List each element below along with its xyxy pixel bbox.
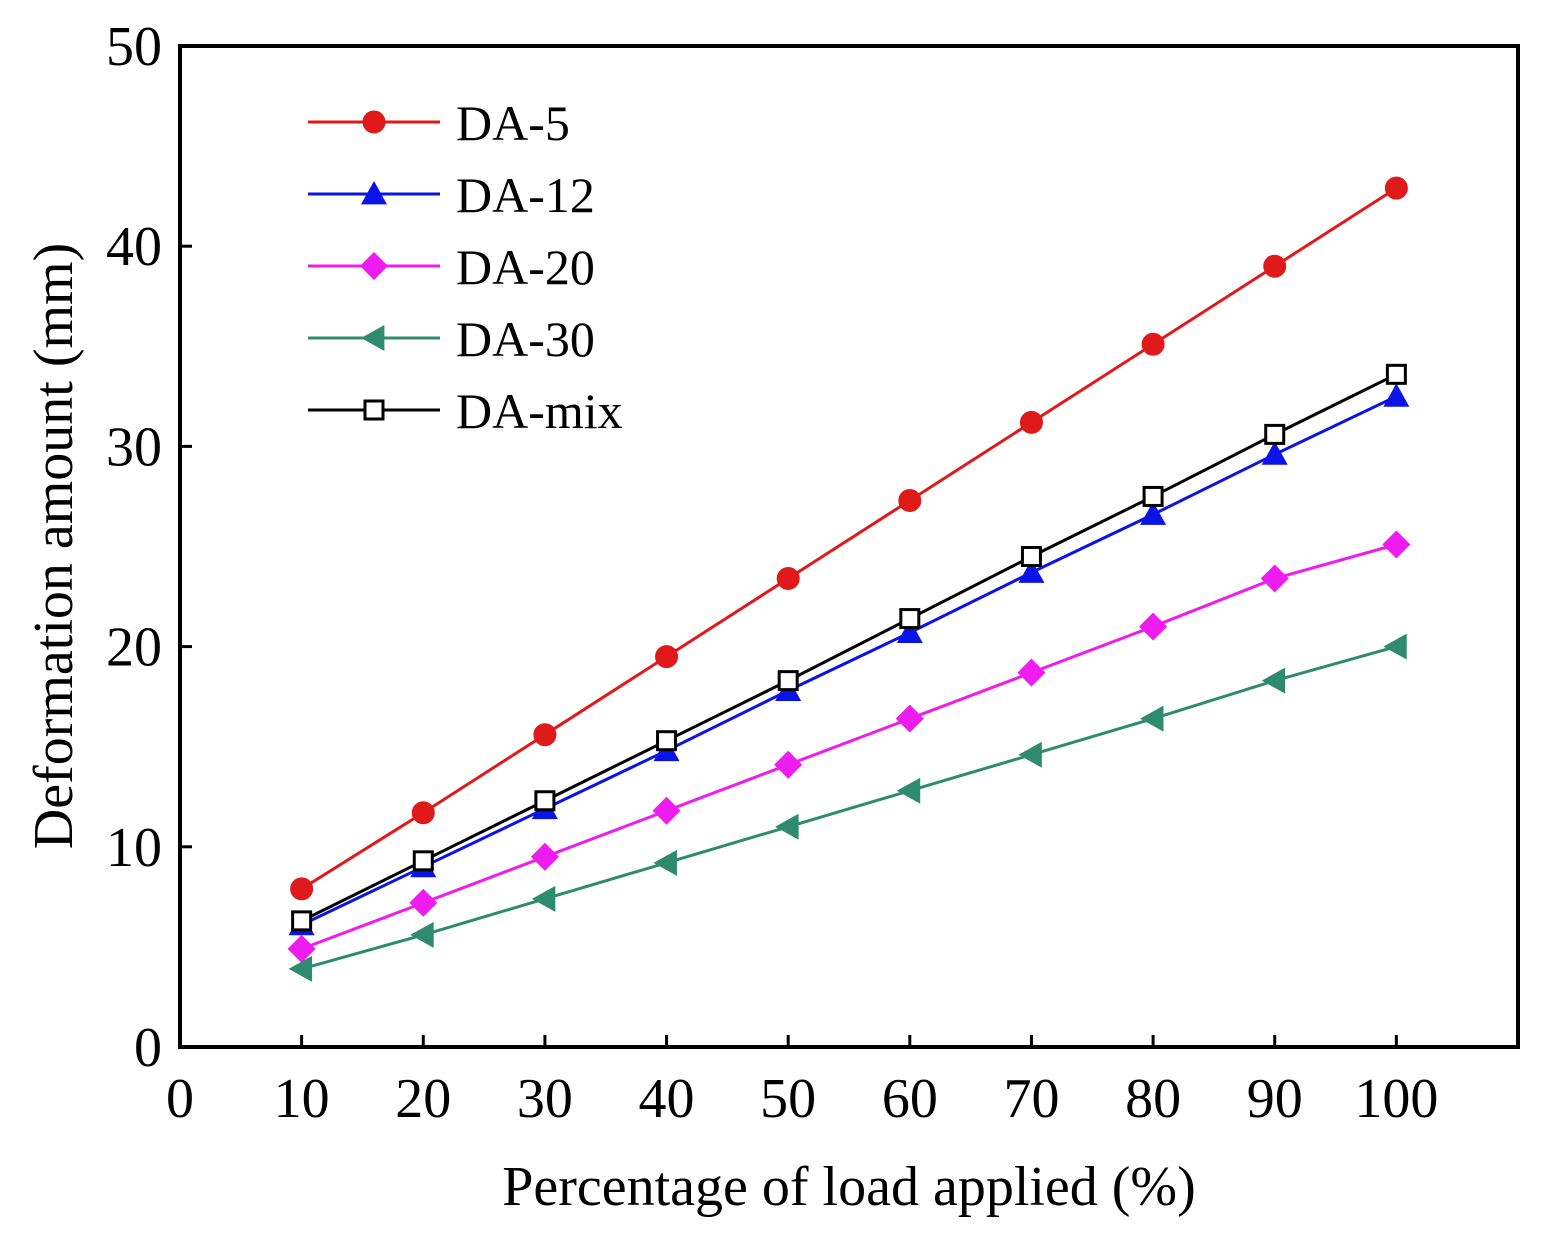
data-point-da-30 <box>653 849 677 876</box>
series-da-5 <box>290 176 1408 901</box>
data-point-da-12 <box>1261 441 1288 465</box>
plot-area-frame <box>178 44 1520 1049</box>
data-point-da-5 <box>533 723 557 747</box>
data-point-da-mix <box>1020 546 1042 568</box>
x-tick-label: 40 <box>639 1068 695 1130</box>
series-line-da-20 <box>301 543 1397 951</box>
data-point-da-20 <box>1260 564 1289 593</box>
data-point-da-20 <box>774 750 803 779</box>
legend-marker <box>360 252 388 280</box>
series-line-da-12 <box>300 394 1398 927</box>
data-point-da-20 <box>409 888 438 917</box>
series-line-da-mix <box>300 372 1398 923</box>
data-point-da-12 <box>1383 383 1410 407</box>
data-point-da-20 <box>1139 612 1168 641</box>
series-da-20 <box>287 530 1411 963</box>
legend-item-da-5: DA-5 <box>308 95 570 151</box>
data-point-da-20 <box>530 842 559 871</box>
data-point-da-mix <box>777 670 799 692</box>
data-point-da-30 <box>896 777 921 804</box>
series-da-30 <box>288 633 1407 982</box>
data-point-da-20 <box>287 934 316 963</box>
y-axis-title: Deformation amount (mm) <box>23 243 85 850</box>
legend-marker <box>363 399 385 421</box>
series-da-12 <box>288 383 1410 936</box>
data-point-da-30 <box>1140 705 1164 732</box>
data-point-da-30 <box>1261 667 1286 694</box>
legend: DA-5 DA-12 DA-20 DA-30 DA-mix <box>308 95 623 439</box>
y-tick-label: 40 <box>106 216 162 278</box>
series-line-da-5 <box>300 186 1398 891</box>
x-tick-label: 10 <box>274 1068 330 1130</box>
legend-label: DA-5 <box>456 95 570 151</box>
legend-label: DA-mix <box>456 383 623 439</box>
data-point-da-mix <box>291 910 313 932</box>
x-axis-title: Percentage of load applied (%) <box>502 1156 1195 1218</box>
data-point-da-5 <box>776 567 800 591</box>
y-tick-label: 50 <box>106 16 162 78</box>
data-point-da-12 <box>896 619 923 643</box>
data-point-da-mix <box>1142 485 1164 507</box>
x-tick-label: 50 <box>760 1068 816 1130</box>
data-point-da-5 <box>1263 254 1287 278</box>
series-line-da-30 <box>301 645 1397 971</box>
data-point-da-12 <box>1140 501 1167 525</box>
x-tick-label: 70 <box>1003 1068 1059 1130</box>
data-point-da-mix <box>1264 423 1286 445</box>
data-point-da-30 <box>1018 741 1042 768</box>
x-axis: 0 10 20 30 40 50 60 70 80 90 100 <box>166 1035 1438 1130</box>
data-point-da-20 <box>895 704 924 733</box>
data-point-da-5 <box>898 488 922 512</box>
y-tick-label: 20 <box>106 617 162 679</box>
data-point-da-20 <box>652 796 681 825</box>
legend-label: DA-30 <box>456 311 595 367</box>
x-tick-label: 60 <box>882 1068 938 1130</box>
legend-item-da-mix: DA-mix <box>308 383 623 439</box>
legend-label: DA-12 <box>456 167 595 223</box>
legend-item-da-12: DA-12 <box>308 167 595 223</box>
y-tick-label: 10 <box>106 817 162 879</box>
data-point-da-12 <box>1018 559 1045 583</box>
data-point-da-5 <box>1384 176 1408 200</box>
data-point-da-5 <box>1141 332 1165 356</box>
series-layer <box>287 176 1411 982</box>
x-tick-label: 80 <box>1125 1068 1181 1130</box>
data-point-da-mix <box>1385 363 1407 385</box>
legend-item-da-30: DA-30 <box>308 311 595 367</box>
series-da-mix <box>291 363 1407 932</box>
data-point-da-30 <box>1383 633 1407 660</box>
data-point-da-5 <box>655 645 679 669</box>
data-point-da-30 <box>531 885 556 912</box>
x-tick-label: 0 <box>166 1068 194 1130</box>
data-point-da-30 <box>288 955 313 982</box>
legend-label: DA-20 <box>456 239 595 295</box>
legend-marker <box>361 181 387 205</box>
legend-marker <box>361 325 385 351</box>
data-point-da-20 <box>1017 658 1046 687</box>
y-tick-label: 0 <box>134 1017 162 1079</box>
legend-item-da-20: DA-20 <box>308 239 595 295</box>
y-tick-label: 30 <box>106 416 162 478</box>
y-axis: 0 10 20 30 40 50 <box>106 16 192 1079</box>
data-point-da-mix <box>534 790 556 812</box>
x-tick-label: 90 <box>1247 1068 1303 1130</box>
x-tick-label: 100 <box>1354 1068 1438 1130</box>
x-tick-label: 20 <box>395 1068 451 1130</box>
data-point-da-5 <box>290 877 314 901</box>
x-tick-label: 30 <box>517 1068 573 1130</box>
data-point-da-30 <box>410 921 434 948</box>
data-point-da-5 <box>1019 410 1043 434</box>
data-point-da-mix <box>899 608 921 630</box>
data-point-da-20 <box>1382 530 1411 559</box>
data-point-da-mix <box>412 850 434 872</box>
data-point-da-5 <box>411 801 435 825</box>
legend-marker <box>362 110 386 134</box>
data-point-da-30 <box>775 813 799 840</box>
data-point-da-mix <box>656 730 678 752</box>
